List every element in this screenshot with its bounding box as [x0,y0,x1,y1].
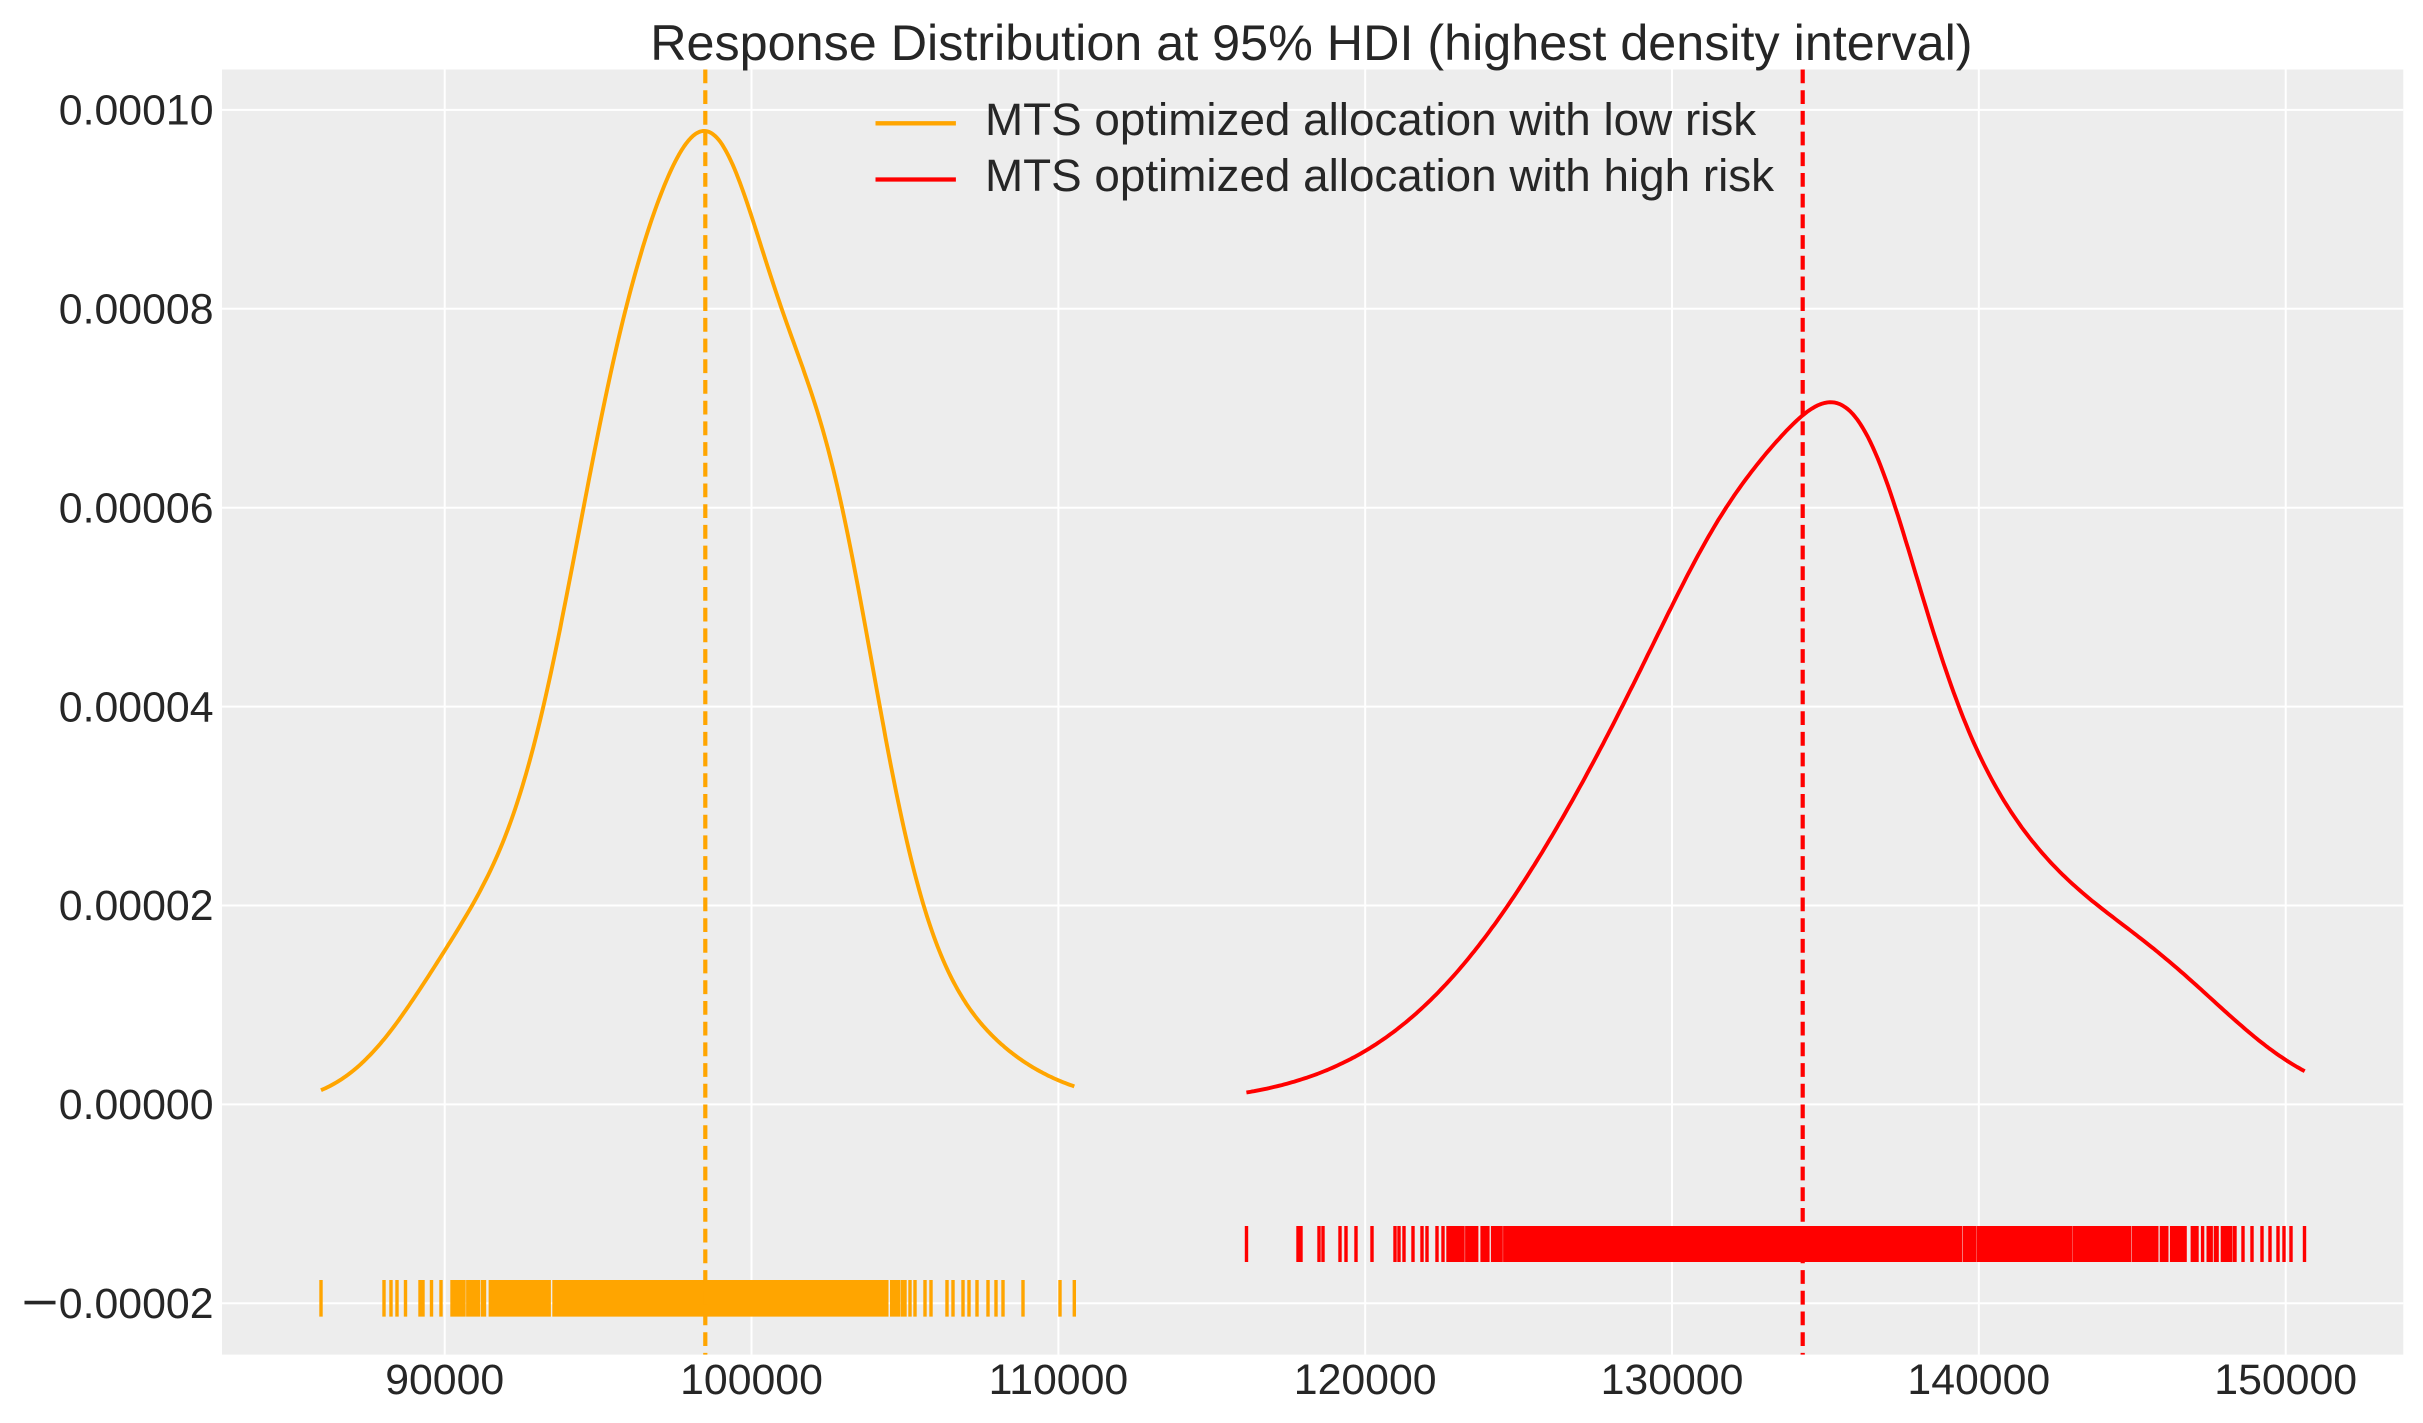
svg-text:0.00002: 0.00002 [59,882,214,930]
svg-text:150000: 150000 [2214,1356,2357,1404]
svg-text:MTS optimized allocation with: MTS optimized allocation with low risk [985,94,1756,145]
svg-text:110000: 110000 [989,1356,1129,1404]
svg-text:130000: 130000 [1601,1356,1744,1404]
svg-text:0.00006: 0.00006 [59,484,214,532]
svg-text:90000: 90000 [385,1356,504,1404]
svg-text:0.00008: 0.00008 [59,286,214,334]
svg-text:0.00000: 0.00000 [59,1081,214,1129]
svg-text:120000: 120000 [1294,1356,1437,1404]
svg-text:MTS optimized allocation with: MTS optimized allocation with high risk [985,150,1774,201]
svg-text:100000: 100000 [680,1356,823,1404]
svg-text:0.00010: 0.00010 [59,87,214,135]
svg-text:140000: 140000 [1907,1356,2050,1404]
svg-text:0.00002: 0.00002 [59,1280,214,1328]
svg-text:0.00004: 0.00004 [59,683,214,731]
svg-text:Response Distribution at 95% H: Response Distribution at 95% HDI (highes… [650,14,1972,71]
